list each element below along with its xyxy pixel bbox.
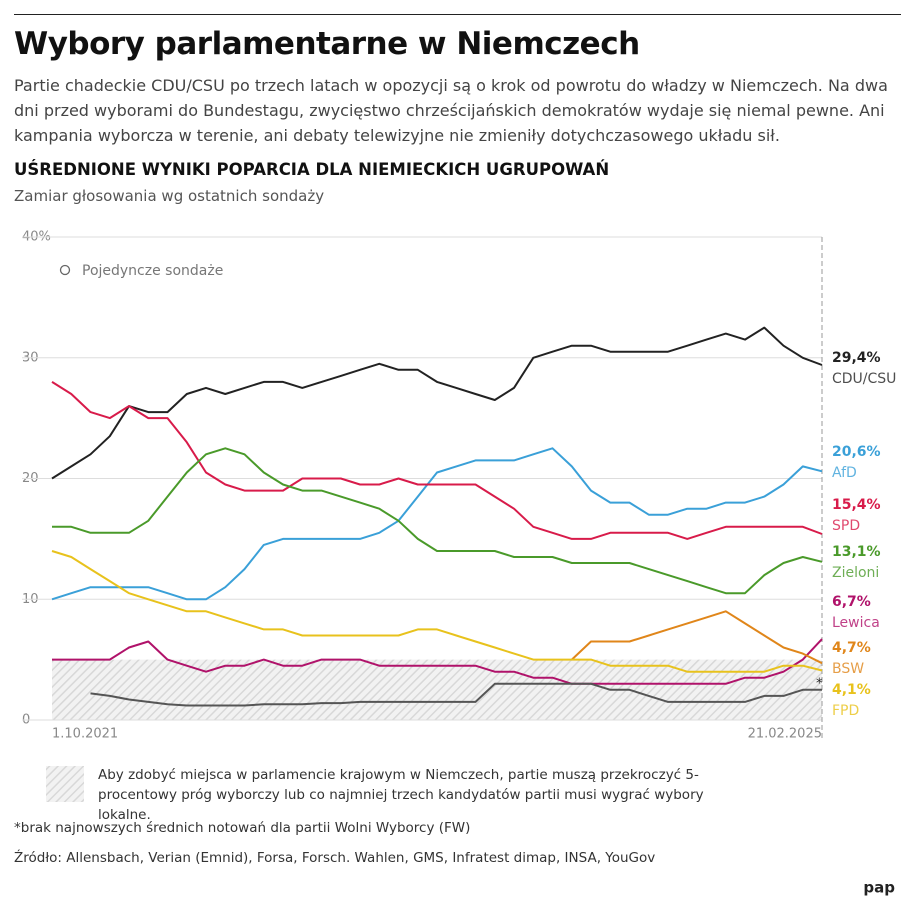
chart-title: UŚREDNIONE WYNIKI POPARCIA DLA NIEMIECKI… (14, 160, 610, 179)
value-label: 15,4% (832, 497, 881, 513)
x-tick-label: 1.10.2021 (52, 727, 118, 742)
series-line (52, 447, 823, 595)
value-label: 29,4% (832, 350, 881, 366)
poll-legend-marker (59, 264, 71, 276)
chart-subtitle: Zamiar głosowania wg ostatnich sondaży (14, 187, 325, 205)
note-marker: * (816, 676, 823, 691)
logo: pap (863, 879, 895, 897)
threshold-swatch (46, 766, 84, 802)
poll-legend: Pojedyncze sondaże (82, 263, 223, 279)
legend-entry: FPD (832, 703, 859, 719)
series-line (51, 550, 823, 673)
title: Wybory parlamentarne w Niemczech (14, 26, 640, 62)
threshold-band (52, 659, 822, 720)
value-label: 6,7% (832, 594, 871, 610)
legend-entry: BSW (832, 661, 864, 677)
legend-entry: AfD (832, 465, 857, 481)
value-label: 13,1% (832, 544, 881, 560)
source: Źródło: Allensbach, Verian (Emnid), Fors… (14, 850, 656, 866)
top-rule (14, 14, 901, 15)
legend-entry: Zieloni (832, 565, 879, 581)
lead: Partie chadeckie CDU/CSU po trzech latac… (14, 76, 888, 145)
value-label: 4,1% (832, 682, 871, 698)
legend-entry: Lewica (832, 615, 880, 631)
series-line (51, 326, 823, 480)
series-line (51, 381, 823, 540)
series-line (51, 447, 823, 601)
series-line (90, 682, 822, 707)
series-line (571, 610, 823, 665)
value-label: 4,7% (832, 640, 871, 656)
legend-entry: SPD (832, 518, 860, 534)
x-tick-label: 21.02.2025 (748, 727, 822, 742)
value-label: 20,6% (832, 444, 881, 460)
series-line (52, 638, 823, 685)
footnote: *brak najnowszych średnich notowań dla p… (14, 820, 471, 836)
threshold-note: Aby zdobyć miejsca w parlamencie krajowy… (98, 767, 704, 823)
legend-entry: CDU/CSU (832, 371, 896, 387)
